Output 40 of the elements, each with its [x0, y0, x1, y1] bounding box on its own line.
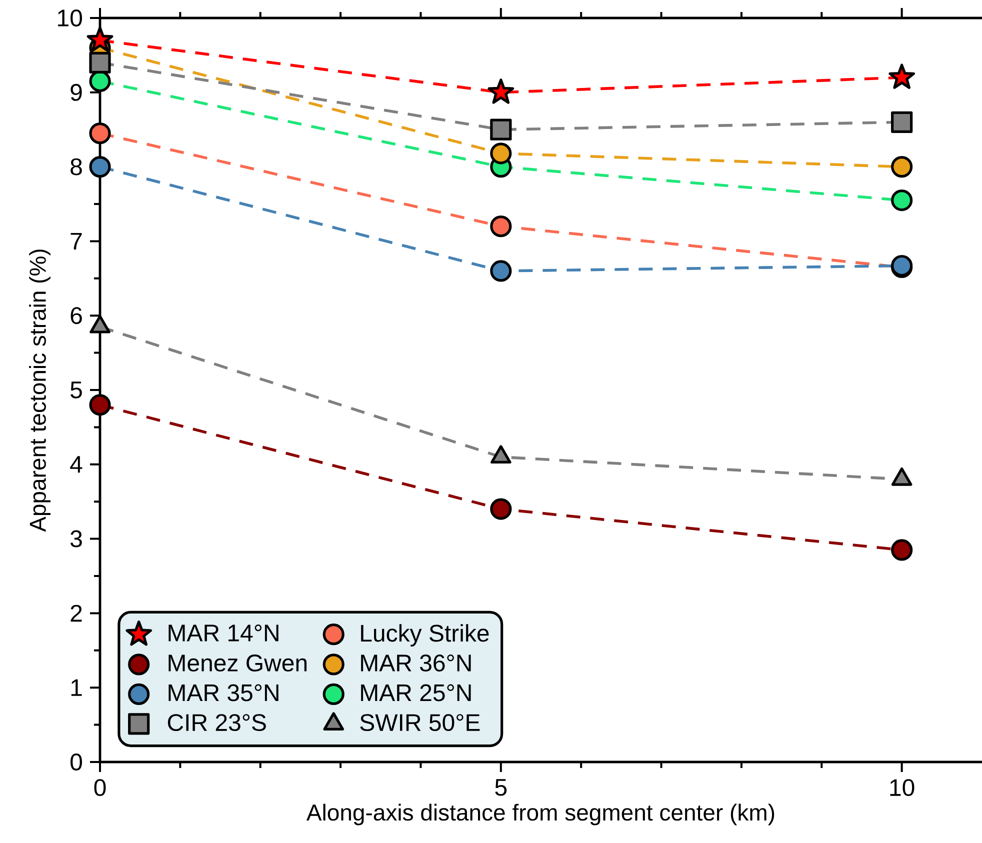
point: [888, 64, 916, 89]
legend-label: CIR 23°S: [168, 714, 266, 732]
legend-label: MAR 25°N: [361, 684, 471, 702]
y-tick-label: 4: [70, 456, 82, 473]
point: [86, 26, 114, 52]
legend-label: MAR 36°N: [361, 654, 471, 672]
legend-label: Menez Gwen: [168, 654, 307, 672]
y-tick-label: 9: [70, 84, 82, 101]
point: [89, 122, 111, 144]
y-tick-label: 3: [70, 530, 82, 548]
x-tick-label: 5: [495, 779, 507, 796]
point: [891, 189, 913, 212]
point: [490, 118, 512, 140]
y-tick-label: 6: [70, 307, 82, 324]
y-tick-label: 10: [58, 10, 82, 26]
point: [490, 260, 512, 282]
x-tick-label: 0: [94, 779, 106, 796]
legend-label: Lucky Strike: [361, 624, 489, 647]
legend-label: MAR 14°N: [168, 624, 278, 642]
point: [490, 216, 512, 238]
point: [490, 498, 512, 520]
y-tick-label: 2: [70, 604, 82, 622]
y-tick-label: 8: [70, 158, 82, 176]
y-tick-label: 0: [70, 754, 82, 770]
point: [89, 52, 111, 74]
y-tick-label: 7: [70, 232, 82, 250]
point: [89, 394, 111, 416]
point: [891, 156, 913, 178]
point: [488, 78, 514, 104]
legend-label: SWIR 50°E: [360, 714, 480, 732]
point: [891, 111, 913, 133]
x-axis-title: Along-axis distance from segment center (km): [306, 804, 774, 826]
y-tick-label: 5: [70, 382, 82, 398]
point: [490, 142, 512, 164]
legend-label: MAR 35°N: [168, 684, 278, 702]
x-tick-label: 10: [890, 779, 914, 796]
y-axis-title: Apparent tectonic strain (%): [29, 250, 50, 532]
point: [89, 156, 111, 178]
y-tick-label: 1: [71, 679, 82, 696]
point: [891, 539, 913, 561]
